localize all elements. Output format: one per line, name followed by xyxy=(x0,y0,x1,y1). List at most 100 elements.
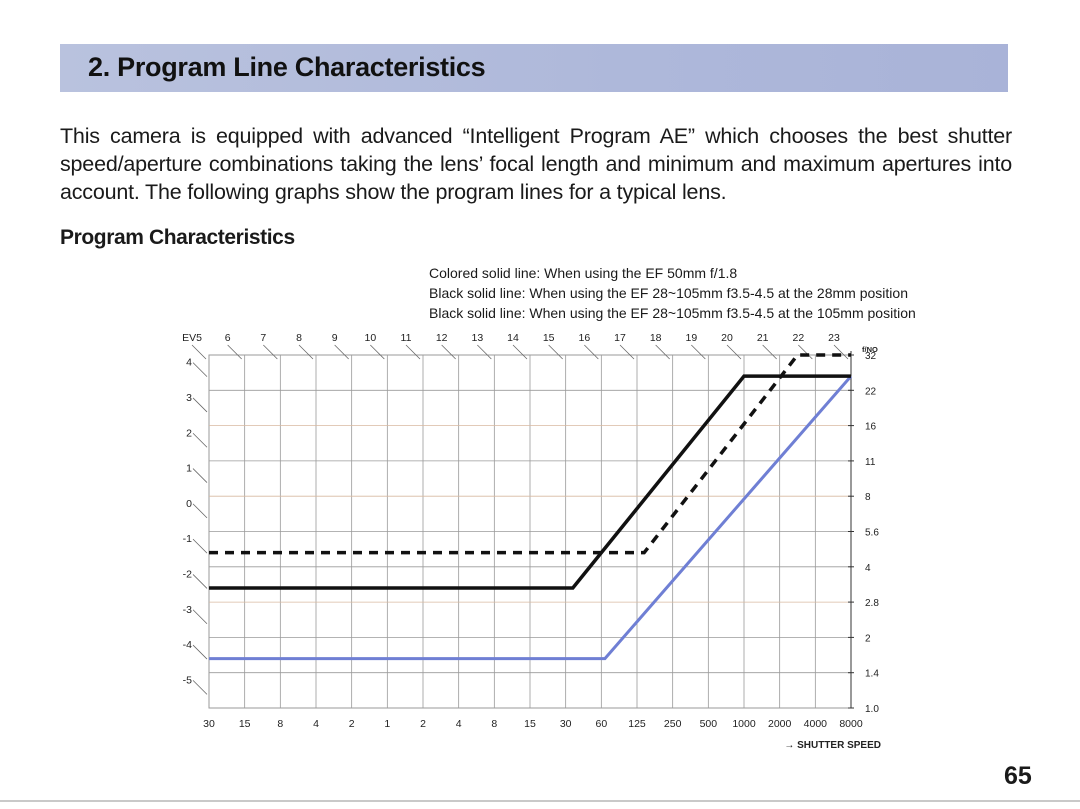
section-title: Program Characteristics xyxy=(60,226,295,249)
ev-diagonal-mark xyxy=(227,344,242,360)
fno-label: 32 xyxy=(865,351,877,362)
ev-label: 15 xyxy=(543,332,555,344)
shutter-speed-label: 8 xyxy=(277,718,283,730)
shutter-speed-label: 60 xyxy=(595,718,607,730)
ev-label: 17 xyxy=(614,332,626,344)
bottom-rule xyxy=(0,800,1080,802)
legend-notes: Colored solid line: When using the EF 50… xyxy=(429,263,1019,323)
shutter-speed-label: 250 xyxy=(664,718,682,730)
program-line-28mm xyxy=(209,374,851,590)
ev-diagonal-mark xyxy=(655,344,670,360)
fno-label: 2 xyxy=(865,633,871,644)
ev-label: 19 xyxy=(685,332,697,344)
legend-note-black-105mm: Black solid line: When using the EF 28~1… xyxy=(429,305,916,321)
shutter-speed-label: 2 xyxy=(420,718,426,730)
ev-label: 20 xyxy=(721,332,733,344)
ev-label: 11 xyxy=(401,332,412,344)
ev-side-diagonal-mark xyxy=(192,362,208,377)
ev-diagonal-mark xyxy=(584,344,599,360)
shutter-speed-label: 8 xyxy=(491,718,497,730)
ev-label: 22 xyxy=(792,332,804,344)
ev-side-label: 0 xyxy=(186,498,192,510)
ev-diagonal-mark xyxy=(263,344,278,360)
ev-side-label: 2 xyxy=(186,427,192,439)
ev-label: 10 xyxy=(364,332,376,344)
fno-label: 5.6 xyxy=(865,528,879,539)
page-number: 65 xyxy=(1004,762,1032,790)
ev-diagonal-mark xyxy=(512,344,528,360)
fno-label: 2.8 xyxy=(865,598,879,609)
ev-diagonal-mark xyxy=(726,344,742,360)
ev-side-diagonal-mark xyxy=(192,503,208,519)
legend-note-black-28mm: Black solid line: When using the EF 28~1… xyxy=(429,285,908,301)
fno-label: 11 xyxy=(865,457,876,468)
ev-side-label: 3 xyxy=(186,392,192,404)
ev-label: 16 xyxy=(578,332,590,344)
ev-diagonal-mark xyxy=(798,344,813,360)
ev-side-label: 1 xyxy=(186,463,192,475)
ev-diagonal-mark xyxy=(191,344,207,360)
ev-diagonal-mark xyxy=(334,344,349,360)
ev-side-diagonal-mark xyxy=(192,468,208,483)
ev-side-label: -2 xyxy=(183,568,192,580)
shutter-speed-label: 1000 xyxy=(732,718,756,730)
ev-diagonal-mark xyxy=(298,344,314,360)
program-line-105mm xyxy=(209,353,851,555)
ev-side-diagonal-mark xyxy=(192,574,208,589)
ev-diagonal-mark xyxy=(833,344,849,360)
ev-label: 9 xyxy=(332,332,338,344)
fno-label: 4 xyxy=(865,563,871,574)
shutter-speed-label: 15 xyxy=(524,718,536,730)
ev-diagonal-mark xyxy=(548,344,563,360)
ev-side-label: -5 xyxy=(183,674,192,686)
ev-side-diagonal-mark xyxy=(192,538,208,554)
shutter-speed-label: 500 xyxy=(700,718,718,730)
ev-label: EV5 xyxy=(182,332,202,344)
ev-label: 7 xyxy=(260,332,266,344)
ev-label: 18 xyxy=(650,332,662,344)
ev-side-label: -1 xyxy=(183,533,192,545)
ev-diagonal-mark xyxy=(370,344,385,360)
program-line-ef50 xyxy=(209,375,853,661)
ev-side-diagonal-mark xyxy=(192,432,208,448)
ev-diagonal-mark xyxy=(477,344,492,360)
fno-label: 16 xyxy=(865,422,877,433)
shutter-speed-label: 4 xyxy=(456,718,462,730)
fno-label: 22 xyxy=(865,386,877,397)
shutter-speed-label: 125 xyxy=(628,718,646,730)
ev-side-label: -3 xyxy=(183,604,192,616)
ev-label: 23 xyxy=(828,332,840,344)
shutter-speed-label: 4 xyxy=(313,718,319,730)
shutter-speed-label: 1 xyxy=(384,718,390,730)
ev-diagonal-mark xyxy=(691,344,706,360)
shutter-speed-label: 4000 xyxy=(804,718,828,730)
ev-diagonal-mark xyxy=(619,344,635,360)
ev-label: 13 xyxy=(471,332,483,344)
fno-axis-title: f/NO xyxy=(862,345,878,354)
fno-label: 1.0 xyxy=(865,704,879,715)
legend-note-colored: Colored solid line: When using the EF 50… xyxy=(429,265,738,281)
page-title: 2. Program Line Characteristics xyxy=(88,52,486,82)
fno-label: 8 xyxy=(865,492,871,503)
ev-diagonal-mark xyxy=(441,344,456,360)
shutter-speed-label: 2000 xyxy=(768,718,792,730)
ev-side-diagonal-mark xyxy=(192,680,208,695)
ev-side-diagonal-mark xyxy=(192,397,208,413)
shutter-speed-label: 30 xyxy=(560,718,572,730)
ev-side-diagonal-mark xyxy=(192,644,208,660)
title-banner: 2. Program Line Characteristics xyxy=(60,44,1008,92)
ev-side-label: 4 xyxy=(186,357,192,369)
ev-label: 12 xyxy=(436,332,448,344)
ev-side-diagonal-mark xyxy=(192,609,208,625)
ev-label: 8 xyxy=(296,332,302,344)
ev-label: 14 xyxy=(507,332,519,344)
ev-label: 21 xyxy=(757,332,769,344)
ev-diagonal-mark xyxy=(405,344,421,360)
ev-label: 6 xyxy=(225,332,231,344)
x-axis-title: → SHUTTER SPEED xyxy=(784,740,881,751)
shutter-speed-label: 8000 xyxy=(839,718,863,730)
ev-side-label: -4 xyxy=(183,639,192,651)
intro-paragraph: This camera is equipped with advanced “I… xyxy=(60,124,1012,204)
shutter-speed-label: 30 xyxy=(203,718,215,730)
